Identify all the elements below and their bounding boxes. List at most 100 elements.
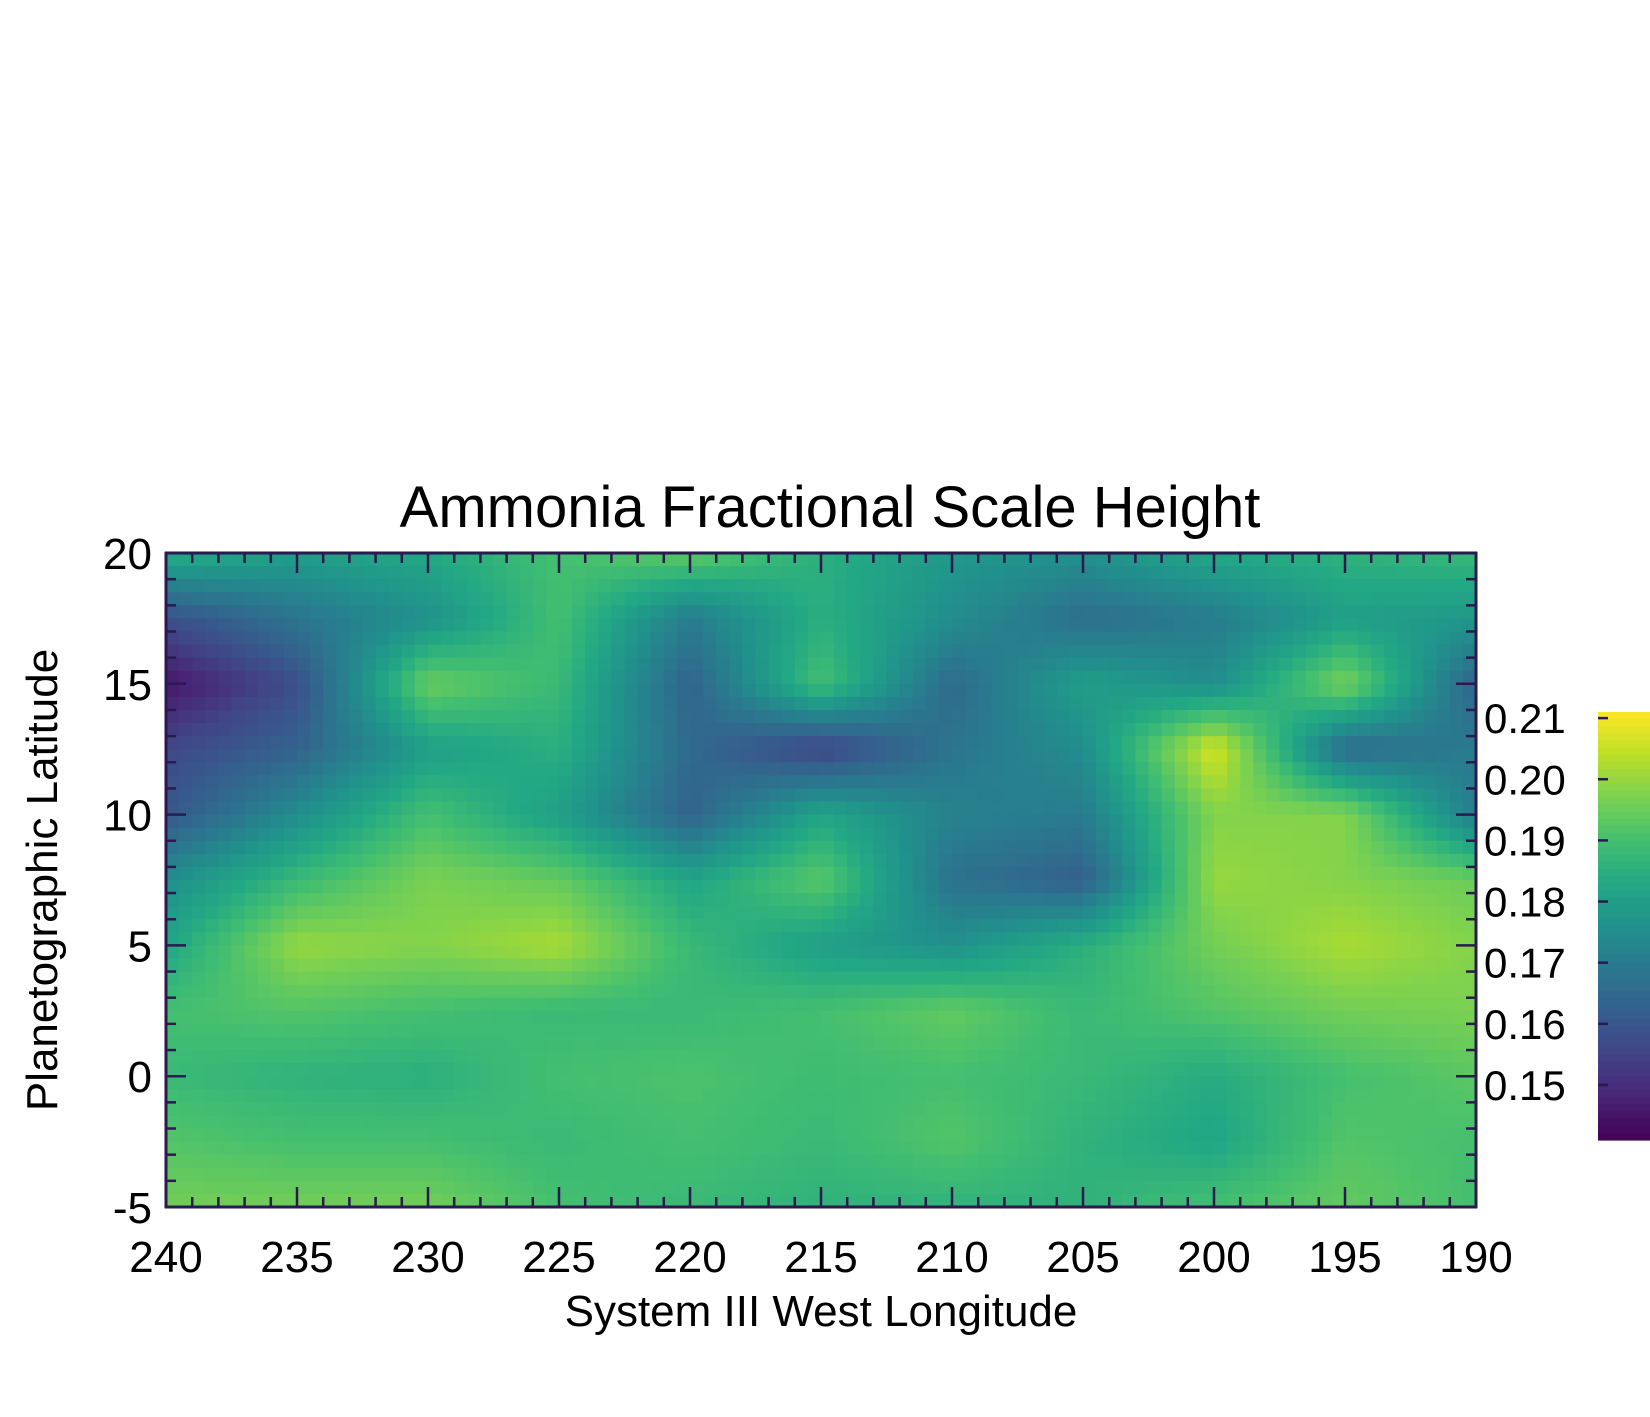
heatmap-cell [401, 814, 416, 829]
heatmap-cell [401, 618, 416, 633]
heatmap-cell [1410, 866, 1425, 881]
heatmap-cell [323, 814, 337, 829]
heatmap-cell [401, 696, 416, 711]
heatmap-cell [572, 670, 586, 685]
heatmap-cell [231, 644, 246, 659]
heatmap-cell [1292, 1141, 1307, 1156]
heatmap-cell [388, 1050, 403, 1064]
heatmap-cell [1043, 683, 1058, 698]
heatmap-cell [1227, 801, 1241, 816]
heatmap-cell [1017, 592, 1032, 606]
heatmap-cell [1449, 893, 1464, 907]
heatmap-cell [1371, 644, 1385, 659]
heatmap-cell [519, 958, 534, 973]
heatmap-cell [1279, 631, 1294, 646]
heatmap-cell [244, 1115, 259, 1130]
heatmap-cell [598, 814, 612, 829]
heatmap-cell [860, 840, 874, 855]
heatmap-cell [1017, 566, 1032, 580]
heatmap-cell [1083, 1128, 1097, 1143]
heatmap-cell [297, 1141, 311, 1156]
heatmap-cell [205, 566, 219, 580]
heatmap-cell [1292, 945, 1307, 960]
heatmap-cell [1122, 1115, 1136, 1130]
heatmap-cell [807, 592, 822, 606]
heatmap-cell [952, 893, 966, 907]
heatmap-cell [650, 997, 665, 1012]
heatmap-cell [1109, 814, 1123, 829]
heatmap-cell [952, 1141, 966, 1156]
heatmap-cell [781, 866, 796, 881]
heatmap-cell [545, 1115, 560, 1130]
heatmap-cell [821, 566, 835, 580]
heatmap-cell [192, 1102, 206, 1117]
heatmap-cell [179, 1102, 193, 1117]
heatmap-cell [899, 631, 914, 646]
heatmap-cell [1135, 866, 1150, 881]
heatmap-cell [925, 1089, 940, 1103]
heatmap-cell [1449, 1023, 1464, 1038]
heatmap-cell [1148, 1102, 1163, 1117]
heatmap-cell [886, 709, 901, 724]
heatmap-cell [624, 997, 639, 1012]
heatmap-cell [1331, 566, 1346, 580]
heatmap-cell [559, 893, 573, 907]
heatmap-cell [1462, 736, 1476, 750]
heatmap-cell [1148, 592, 1163, 606]
heatmap-cell [925, 906, 940, 920]
heatmap-cell [297, 670, 311, 685]
heatmap-cell [1345, 945, 1359, 960]
heatmap-cell [952, 696, 966, 711]
heatmap-cell [1174, 814, 1189, 829]
heatmap-cell [821, 736, 835, 750]
heatmap-cell [1449, 605, 1464, 619]
heatmap-cell [912, 1167, 927, 1182]
heatmap-cell [1449, 1141, 1464, 1156]
heatmap-cell [755, 736, 770, 750]
heatmap-cell [1174, 801, 1189, 816]
heatmap-cell [1279, 945, 1294, 960]
heatmap-cell [1148, 1023, 1163, 1038]
heatmap-cell [428, 762, 442, 776]
heatmap-cell [257, 1167, 272, 1182]
heatmap-cell [166, 1128, 180, 1143]
heatmap-cell [1096, 958, 1110, 973]
heatmap-cell [676, 814, 691, 829]
heatmap-cell [545, 631, 560, 646]
heatmap-cell [1397, 880, 1412, 894]
heatmap-cell [952, 736, 966, 750]
heatmap-cell [637, 801, 652, 816]
heatmap-cell [912, 683, 927, 698]
heatmap-cell [598, 866, 612, 881]
heatmap-cell [270, 853, 285, 868]
heatmap-cell [716, 1141, 730, 1156]
heatmap-cell [1331, 827, 1346, 842]
heatmap-cell [179, 736, 193, 750]
heatmap-cell [991, 984, 1005, 999]
heatmap-cell [1174, 749, 1189, 763]
heatmap-cell [179, 644, 193, 659]
heatmap-cell [1462, 592, 1476, 606]
heatmap-cell [1305, 631, 1320, 646]
heatmap-cell [428, 853, 442, 868]
heatmap-cell [1240, 592, 1254, 606]
heatmap-cell [231, 1063, 246, 1077]
heatmap-cell [585, 631, 599, 646]
heatmap-cell [1017, 827, 1032, 842]
heatmap-cell [1096, 592, 1110, 606]
heatmap-cell [1214, 749, 1228, 763]
heatmap-cell [1069, 827, 1084, 842]
heatmap-cell [1043, 723, 1058, 737]
heatmap-cell [834, 762, 848, 776]
heatmap-cell [297, 814, 311, 829]
heatmap-cell [1096, 683, 1110, 698]
heatmap-cell [925, 1193, 940, 1207]
heatmap-cell [166, 1167, 180, 1182]
heatmap-cell [559, 618, 573, 633]
heatmap-cell [1030, 775, 1045, 790]
heatmap-cell [545, 1128, 560, 1143]
heatmap-cell [1384, 709, 1398, 724]
heatmap-cell [192, 553, 206, 567]
heatmap-cell [873, 644, 888, 659]
heatmap-cell [1253, 1180, 1267, 1195]
